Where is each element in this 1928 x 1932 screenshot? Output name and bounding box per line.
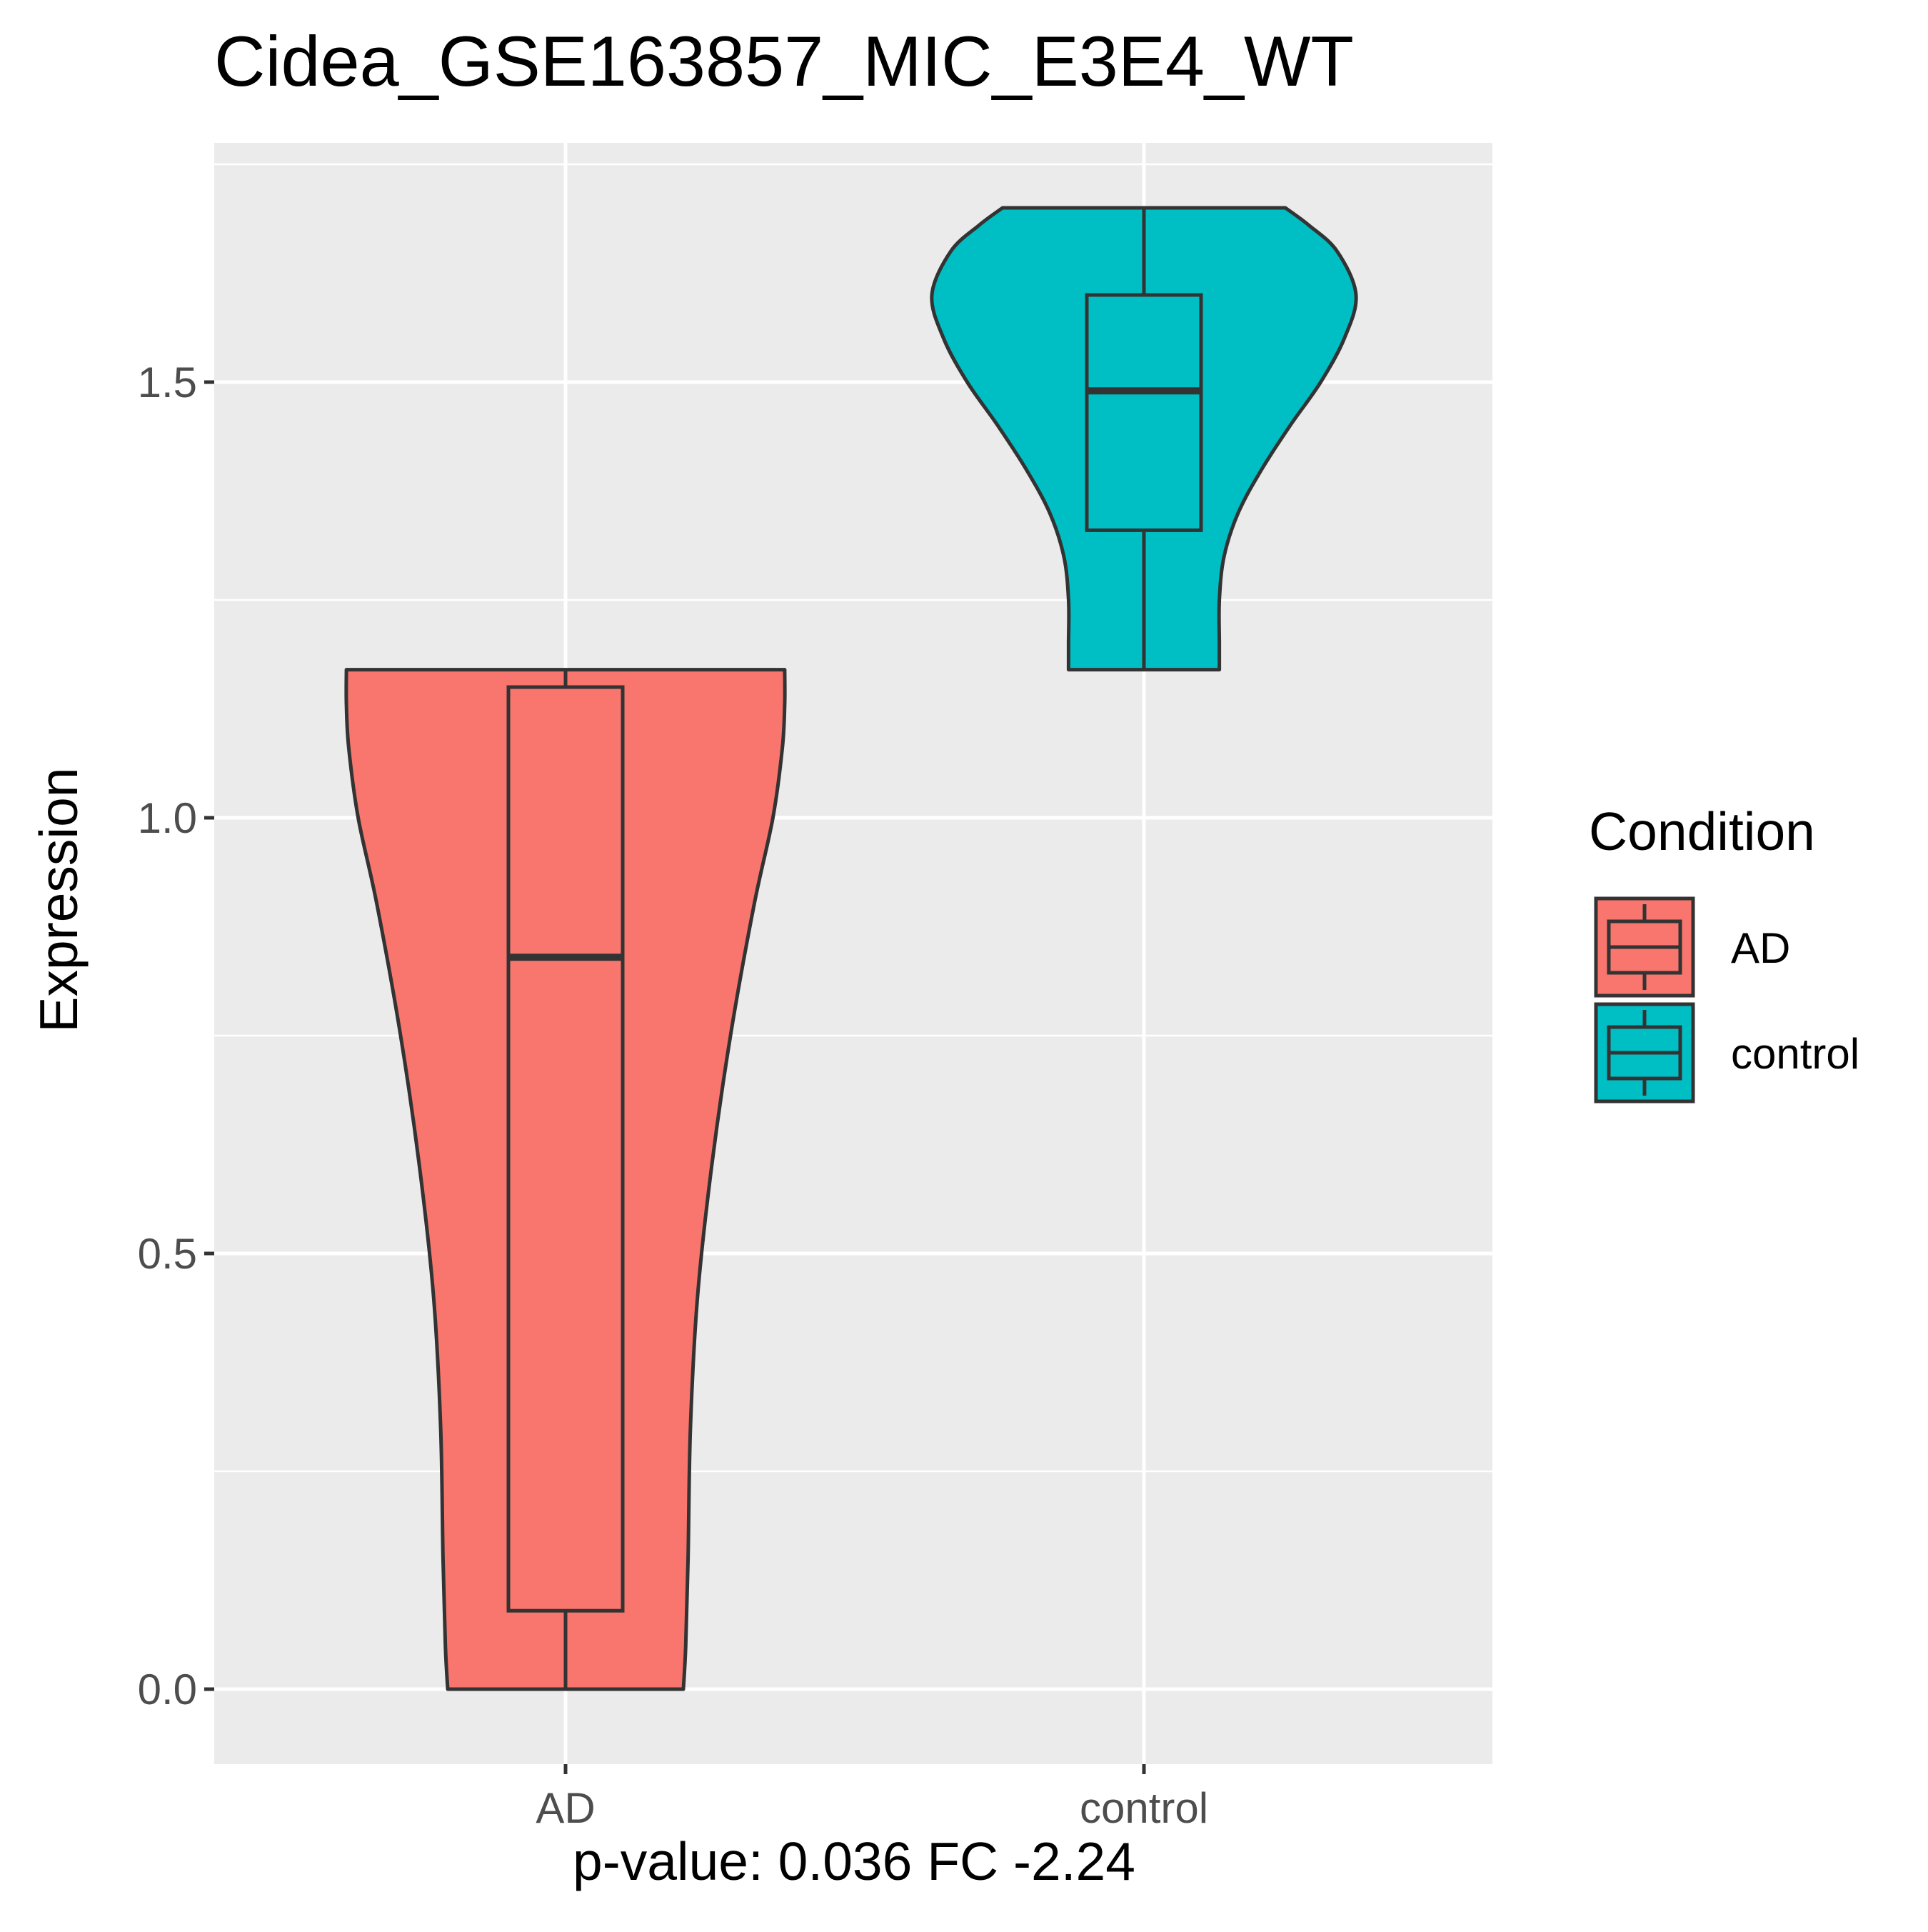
box-AD xyxy=(506,685,625,1613)
legend-title: Condition xyxy=(1589,801,1815,861)
box-control xyxy=(1085,293,1203,532)
x-tick-label: control xyxy=(1080,1784,1208,1832)
legend-label-AD: AD xyxy=(1731,924,1790,972)
x-axis-title: p-value: 0.036 FC -2.24 xyxy=(573,1831,1135,1891)
legend-label-control: control xyxy=(1731,1030,1859,1078)
y-tick-label: 0.0 xyxy=(138,1666,197,1713)
y-axis-title: Expression xyxy=(29,767,89,1032)
x-tick-label: AD xyxy=(536,1784,595,1832)
chart-title: Cidea_GSE163857_MIC_E3E4_WT xyxy=(214,21,1354,101)
y-tick-label: 0.5 xyxy=(138,1230,197,1278)
y-tick-label: 1.5 xyxy=(138,359,197,406)
y-tick-label: 1.0 xyxy=(138,794,197,842)
